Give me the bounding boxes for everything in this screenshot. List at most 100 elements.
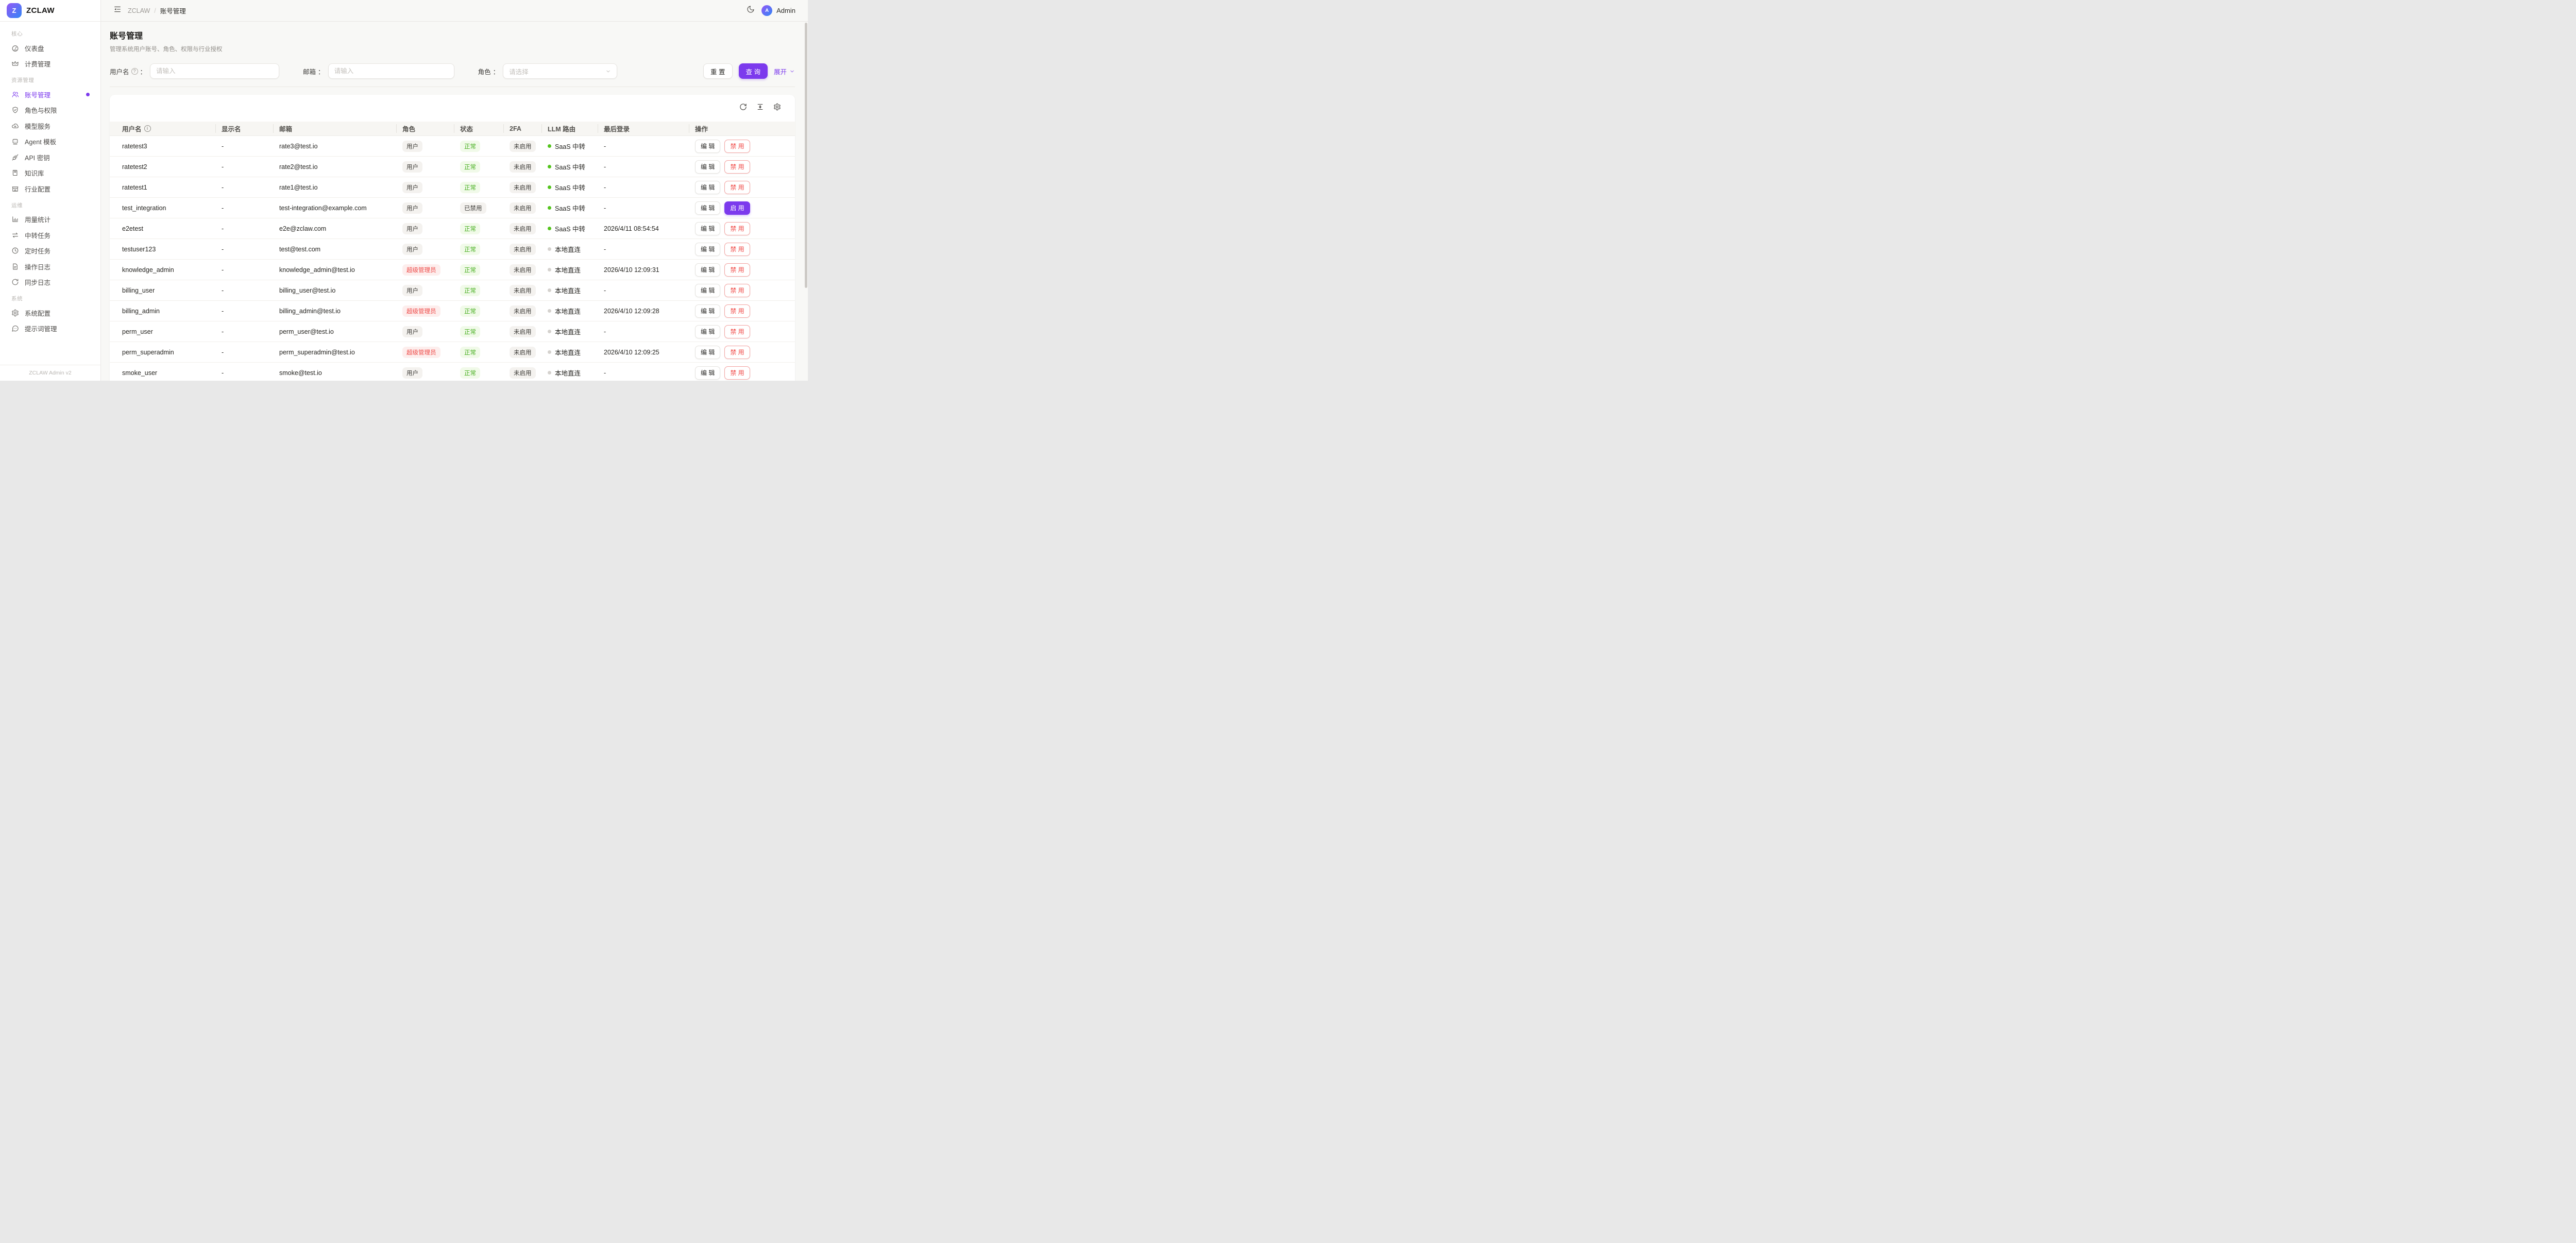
disable-button[interactable]: 禁 用 [724, 242, 750, 256]
cell-email: test-integration@example.com [279, 204, 367, 212]
sidebar-item-agent-templates[interactable]: Agent 模板 [5, 134, 95, 150]
page-scrollbar[interactable] [805, 23, 807, 288]
edit-button[interactable]: 编 辑 [695, 160, 721, 174]
cell-username: billing_admin [122, 307, 160, 315]
edit-button[interactable]: 编 辑 [695, 263, 721, 277]
role-badge: 用户 [402, 284, 422, 296]
sidebar-nav: 核心 仪表盘 计费管理 资源管理 账号管理 角色与权限 模型服务 Agent 模板 API 密钥… [0, 22, 100, 365]
cell-status: 正常 [454, 260, 503, 280]
edit-button[interactable]: 编 辑 [695, 325, 721, 338]
edit-button[interactable]: 编 辑 [695, 304, 721, 318]
edit-button[interactable]: 编 辑 [695, 242, 721, 256]
enable-button[interactable]: 启 用 [724, 201, 750, 215]
edit-button[interactable]: 编 辑 [695, 180, 721, 194]
edit-button[interactable]: 编 辑 [695, 366, 721, 380]
status-badge: 正常 [460, 161, 480, 173]
reset-button[interactable]: 重 置 [703, 63, 733, 79]
filter-email-label: 邮箱 ： [303, 66, 325, 76]
disable-button[interactable]: 禁 用 [724, 325, 750, 338]
sidebar-item-label: Agent 模板 [25, 139, 57, 146]
search-button[interactable]: 查 询 [738, 63, 768, 79]
sidebar-item-accounts[interactable]: 账号管理 [5, 87, 95, 103]
sidebar-item-scheduled-tasks[interactable]: 定时任务 [5, 243, 95, 259]
sidebar-item-billing[interactable]: 计费管理 [5, 56, 95, 72]
page-content: 账号管理 管理系统用户账号、角色、权限与行业授权 用户名 ? ： 邮箱 ： [101, 22, 808, 381]
status-badge: 正常 [460, 140, 480, 152]
sidebar-item-label: 仪表盘 [25, 45, 44, 53]
sidebar-item-label: 行业配置 [25, 185, 51, 193]
book-icon [11, 169, 19, 177]
cell-twofa: 未启用 [503, 218, 541, 239]
sidebar-item-usage-stats[interactable]: 用量统计 [5, 212, 95, 228]
disable-button[interactable]: 禁 用 [724, 160, 750, 174]
sidebar-item-api-keys[interactable]: API 密钥 [5, 149, 95, 165]
column-header-status: 状态 [454, 122, 503, 135]
edit-button[interactable]: 编 辑 [695, 201, 721, 215]
disable-button[interactable]: 禁 用 [724, 222, 750, 235]
sidebar-collapse-button[interactable] [113, 5, 122, 16]
cell-route: SaaS 中转 [541, 198, 598, 218]
cell-email: test@test.com [279, 245, 321, 253]
filter-username-label: 用户名 ? ： [110, 66, 146, 76]
cell-email: rate1@test.io [279, 183, 318, 191]
role-select[interactable]: 请选择 [503, 63, 618, 79]
disable-button[interactable]: 禁 用 [724, 304, 750, 318]
column-header-label: 显示名 [222, 126, 241, 133]
sidebar-item-dashboard[interactable]: 仪表盘 [5, 40, 95, 56]
cell-status: 已禁用 [454, 198, 503, 218]
sidebar-item-industry-config[interactable]: 行业配置 [5, 181, 95, 197]
cell-last_login: 2026/4/11 08:54:54 [604, 225, 659, 232]
dark-mode-toggle[interactable] [747, 5, 755, 16]
sidebar-item-knowledge-base[interactable]: 知识库 [5, 165, 95, 181]
density-button[interactable] [756, 103, 764, 113]
sidebar-item-relay-tasks[interactable]: 中转任务 [5, 227, 95, 243]
cell-twofa: 未启用 [503, 260, 541, 280]
column-header-display_name: 显示名 [215, 122, 273, 135]
help-icon[interactable]: ? [131, 67, 138, 75]
cell-last_login: 2026/4/10 12:09:28 [604, 307, 659, 315]
main-area: ZCLAW / 账号管理 A Admin 账号管理 管理系统用户账号、角色 [101, 0, 808, 381]
sidebar-item-label: 计费管理 [25, 61, 51, 69]
column-header-ops: 操作 [689, 122, 795, 135]
disable-button[interactable]: 禁 用 [724, 139, 750, 153]
disable-button[interactable]: 禁 用 [724, 366, 750, 380]
edit-button[interactable]: 编 辑 [695, 139, 721, 153]
cell-route: SaaS 中转 [541, 218, 598, 239]
filter-actions: 重 置 查 询 展开 [703, 63, 795, 79]
sidebar-item-operation-logs[interactable]: 操作日志 [5, 259, 95, 275]
disable-button[interactable]: 禁 用 [724, 263, 750, 277]
breadcrumb-root[interactable]: ZCLAW [128, 7, 150, 14]
sidebar-item-models[interactable]: 模型服务 [5, 118, 95, 134]
disable-button[interactable]: 禁 用 [724, 180, 750, 194]
route-status-dot [548, 309, 551, 313]
edit-button[interactable]: 编 辑 [695, 222, 721, 235]
disable-button[interactable]: 禁 用 [724, 345, 750, 359]
cell-username: smoke_user [122, 369, 158, 377]
user-menu[interactable]: A Admin [761, 5, 795, 16]
route-status-dot [548, 206, 551, 210]
info-icon[interactable]: i [144, 125, 151, 132]
email-input[interactable] [328, 63, 454, 79]
active-indicator-dot [86, 93, 90, 96]
cell-email: billing_admin@test.io [279, 307, 341, 315]
username-input[interactable] [150, 63, 280, 79]
edit-button[interactable]: 编 辑 [695, 283, 721, 297]
refresh-button[interactable] [739, 103, 747, 113]
cell-ops: 编 辑禁 用 [689, 177, 795, 197]
edit-button[interactable]: 编 辑 [695, 345, 721, 359]
role-badge: 用户 [402, 140, 422, 152]
expand-link[interactable]: 展开 [774, 66, 795, 76]
disable-button[interactable]: 禁 用 [724, 283, 750, 297]
bar-chart-icon [11, 215, 19, 223]
cell-display_name: - [222, 266, 224, 274]
sidebar-item-prompt-management[interactable]: 提示词管理 [5, 321, 95, 337]
sidebar-item-system-config[interactable]: 系统配置 [5, 305, 95, 321]
cell-email: rate3@test.io [279, 142, 318, 150]
twofa-badge: 未启用 [510, 243, 536, 255]
menu-fold-icon [113, 5, 122, 13]
sidebar-item-sync-logs[interactable]: 同步日志 [5, 275, 95, 291]
column-settings-button[interactable] [773, 103, 781, 113]
cell-email: perm_user@test.io [279, 328, 334, 335]
sidebar-item-roles[interactable]: 角色与权限 [5, 103, 95, 118]
gauge-icon [11, 44, 19, 52]
